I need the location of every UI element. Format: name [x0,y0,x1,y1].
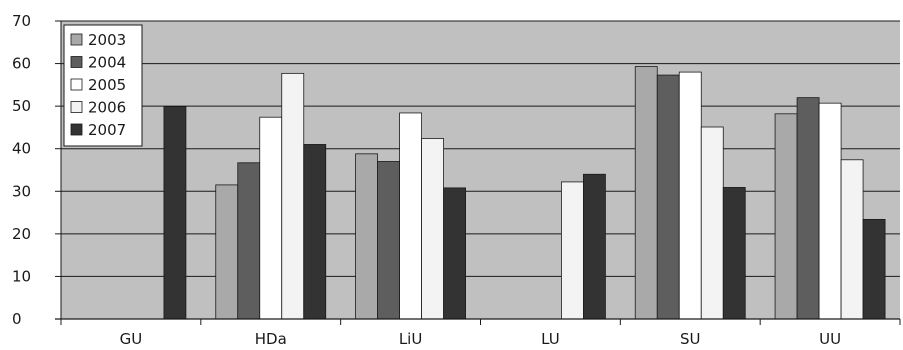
bar-2007-SU [722,187,746,320]
legend-swatch-2003 [70,33,83,46]
bar-2004-LiU [377,161,400,320]
y-tick-label: 40 [12,140,31,158]
x-tick-label: SU [680,330,701,348]
bar-2007-GU [163,106,187,320]
bar-2005-SU [678,71,702,320]
y-tick-label: 70 [12,12,31,30]
gridlines [61,20,900,277]
bar-2007-LiU [443,187,466,320]
bar-2007-UU [862,218,886,320]
bar-2007-LU [583,173,606,320]
legend-label-2004: 2004 [88,54,126,72]
x-tick-label: LU [541,330,560,348]
x-tick-label: UU [819,330,841,348]
bar-2003-SU [634,66,658,320]
legend-swatch-2004 [70,56,83,68]
bar-2006-UU [840,159,864,320]
plot-area [61,21,900,319]
x-tick-label: LiU [399,330,423,348]
x-tick-label: GU [120,330,143,348]
x-axis-ticks: GU HDa LiU LU SU UU [120,330,841,348]
legend-label-2003: 2003 [88,31,126,49]
y-axis-ticks: 0 10 20 30 40 50 60 70 [12,12,31,328]
legend: 2003 2004 2005 2006 2007 [63,24,143,147]
bar-2007-HDa [303,144,327,320]
bar-2005-HDa [259,116,283,320]
bar-2006-LiU [421,138,444,320]
y-tick-label: 50 [12,97,31,115]
bar-2003-LiU [355,153,378,320]
legend-swatch-2007 [70,123,83,136]
y-tick-label: 0 [12,310,22,328]
y-tick-label: 30 [12,182,31,200]
axes [55,20,901,325]
bar-2006-HDa [281,72,305,320]
bar-2004-UU [796,97,820,320]
y-tick-label: 20 [12,225,31,243]
bar-2005-UU [818,102,842,320]
legend-swatch-2005 [70,78,83,91]
legend-label-2007: 2007 [88,121,126,139]
bar-2004-HDa [237,162,261,320]
bar-2004-SU [656,74,680,320]
bar-2003-UU [774,113,798,320]
legend-label-2006: 2006 [88,99,126,117]
bar-2005-LiU [399,112,422,320]
bar-2006-SU [700,126,724,320]
y-tick-label: 10 [12,267,31,285]
y-tick-label: 60 [12,55,31,73]
x-tick-label: HDa [255,330,287,348]
bar-2006-LU [561,181,584,320]
legend-swatch-2006 [70,101,83,113]
legend-label-2005: 2005 [88,76,126,94]
bar-2003-HDa [215,184,239,320]
bars [163,66,886,320]
